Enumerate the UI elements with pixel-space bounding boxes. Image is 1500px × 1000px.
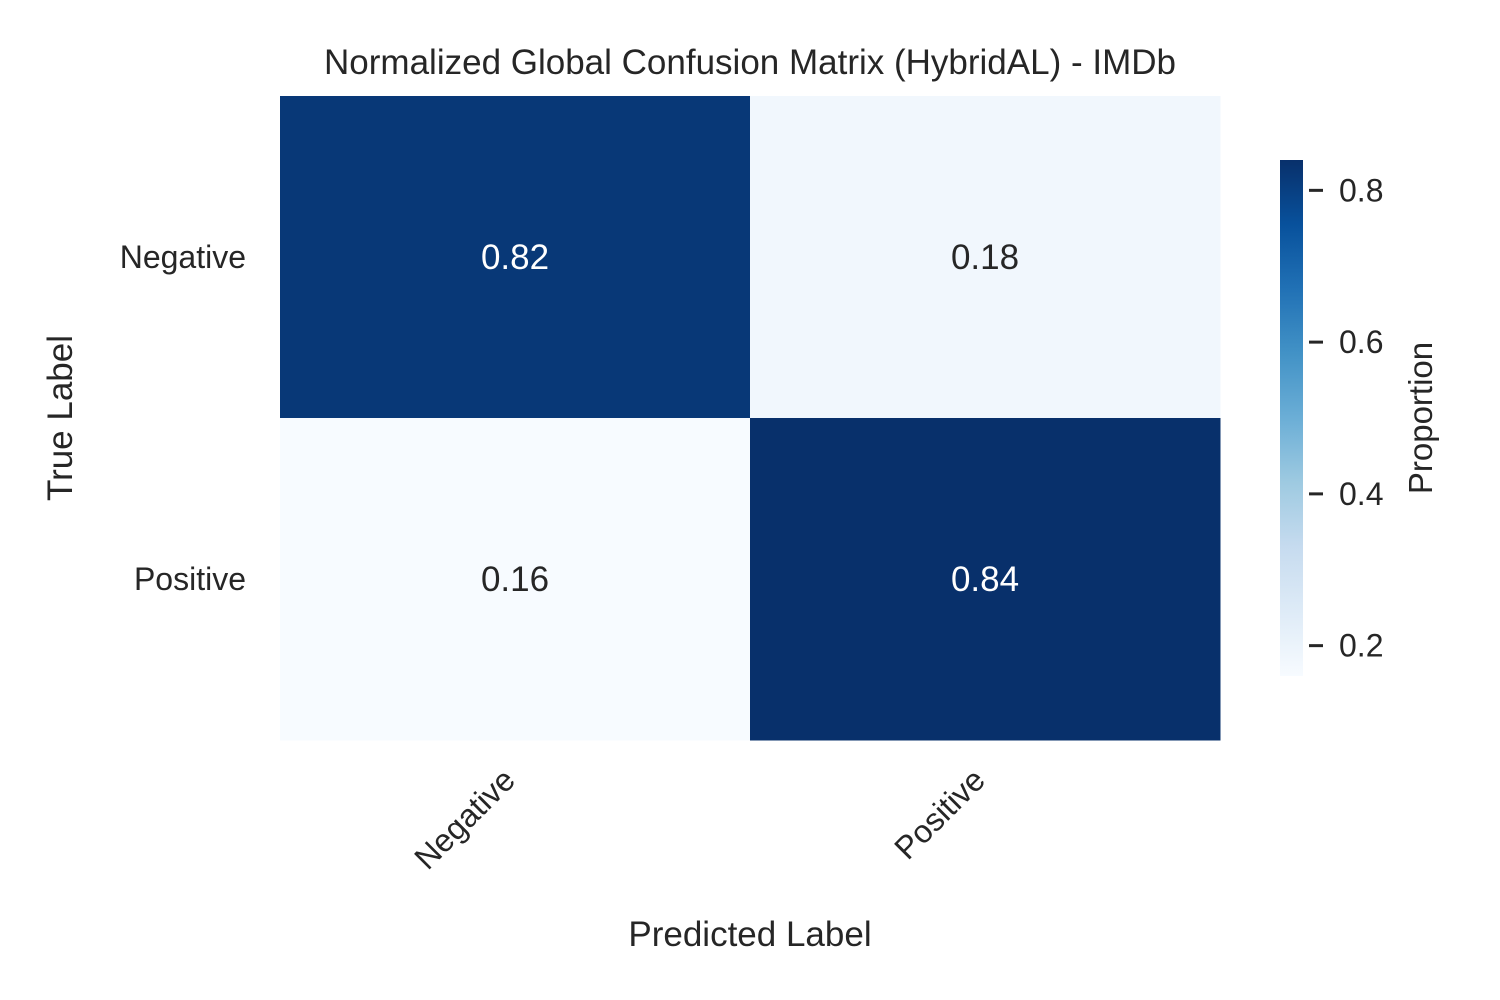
x-tick-label-positive: Positive [887,761,992,866]
colorbar-tick-label: 0.2 [1339,628,1383,664]
colorbar-ticks: 0.2 0.4 0.6 0.8 [1309,172,1383,664]
x-tick-labels: Negative Positive [407,761,992,876]
cell-value-label-r0-c0: 0.82 [481,238,549,277]
heatmap-cell-labels: 0.82 0.18 0.16 0.84 [481,238,1019,599]
heatmap-cell-r0-c1 [750,96,1221,419]
y-axis-label: True Label [41,335,80,501]
x-axis-label: Predicted Label [628,915,871,954]
colorbar: 0.2 0.4 0.6 0.8 Proportion [1280,160,1439,676]
chart-title: Normalized Global Confusion Matrix (Hybr… [324,43,1176,82]
colorbar-label: Proportion [1402,342,1439,494]
colorbar-tick-label: 0.8 [1339,172,1383,208]
y-tick-labels: Negative Positive [120,239,246,597]
cell-value-label-r0-c1: 0.18 [951,238,1019,277]
colorbar-tick-label: 0.4 [1339,476,1383,512]
colorbar-gradient [1280,160,1303,676]
heatmap-cell-r1-c0 [280,418,751,741]
colorbar-tick-label: 0.6 [1339,324,1383,360]
y-tick-label-positive: Positive [134,561,246,597]
cell-value-label-r1-c1: 0.84 [951,560,1019,599]
x-tick-label-negative: Negative [407,761,522,876]
y-tick-label-negative: Negative [120,239,246,275]
heatmap-cell-r0-c0 [280,96,751,419]
heatmap-cells [280,96,1221,741]
heatmap-cell-r1-c1 [750,418,1221,741]
cell-value-label-r1-c0: 0.16 [481,560,549,599]
